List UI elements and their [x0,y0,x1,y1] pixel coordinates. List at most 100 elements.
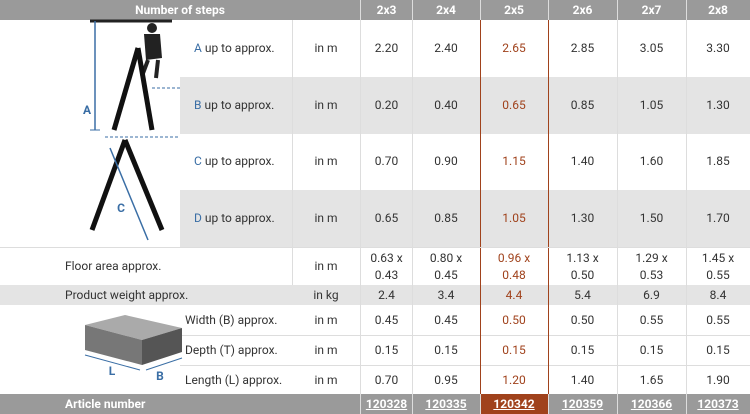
row-letter: A [194,41,202,55]
col-line [412,0,413,414]
value: 0.20 [374,98,399,112]
value: 1.85 [706,154,730,168]
unit: in m [314,98,338,112]
unit: in m [314,372,338,387]
highlight-line [480,20,481,394]
header-bar [0,0,750,20]
value: 3.05 [639,41,664,55]
value: 0.40 [434,98,458,112]
column-header: 2x8 [708,2,728,17]
value-line: 0.43 [374,268,399,282]
value: 1.29 x 0.53 [617,249,686,285]
value: 3.30 [706,41,730,55]
value: 0.70 [374,372,399,387]
value: 0.70 [374,154,399,168]
unit: in m [314,258,338,273]
ladder-label: C [117,201,125,215]
value: 0.85 [570,98,595,112]
value: 1.05 [639,98,664,112]
article-number[interactable]: 120335 [425,396,467,411]
box-illustration: L B [84,315,183,383]
header-title: Number of steps [135,2,225,17]
unit: in m [314,211,338,225]
value: 0.15 [706,342,730,357]
value: 0.85 [434,211,458,225]
value: 1.20 [502,372,526,387]
row-letter: C [194,154,202,168]
column-header: 2x3 [376,2,397,17]
article-number[interactable]: 120366 [630,396,673,411]
value-line: 0.80 x [429,251,463,265]
row-shade [180,77,750,134]
article-number[interactable]: 120359 [561,396,604,411]
highlight-line [548,20,549,394]
value: 4.4 [505,287,523,302]
row-label: Depth (T) approx. [185,342,278,357]
value: 0.15 [502,342,526,357]
value: 0.96 x 0.48 [480,249,548,285]
row-line [180,335,750,336]
unit: in m [314,154,338,168]
col-line [360,0,361,414]
value: 1.15 [502,154,526,168]
column-header: 2x6 [572,2,593,17]
unit: in m [314,41,338,55]
row-shade [180,190,750,247]
value: 0.50 [570,312,595,327]
row-text: up to approx. [204,98,275,112]
row-text: up to approx. [204,41,275,55]
value: 1.90 [706,372,730,387]
value: 1.70 [706,211,730,225]
article-number[interactable]: 120328 [365,396,408,411]
row-line [180,365,750,366]
value: 0.80 x 0.45 [412,249,480,285]
row-label: Floor area approx. [65,258,162,273]
unit: in kg [313,287,339,302]
value-line: 0.53 [639,268,664,282]
value: 0.15 [639,342,664,357]
column-header: 2x4 [436,2,456,17]
row-label: Article number [65,396,146,411]
row-letter: B [194,98,202,112]
value: 1.45 x 0.55 [686,249,750,285]
column-header: 2x7 [641,2,662,17]
value: 0.45 [374,312,399,327]
col-line [686,0,687,414]
article-number[interactable]: 120373 [697,396,739,411]
value: 0.55 [639,312,664,327]
value: 0.63 x 0.43 [361,249,412,285]
value: 2.20 [374,41,399,55]
value-line: 0.55 [706,268,730,282]
value: 2.4 [378,287,395,302]
value: 0.15 [570,342,595,357]
value: 1.13 x 0.50 [548,249,617,285]
value: 1.50 [639,211,664,225]
highlight-cell [480,394,548,414]
value: 1.05 [502,211,526,225]
box-label: L [109,364,116,378]
value-line: 1.29 x [635,251,668,265]
value: 1.40 [570,154,595,168]
value: 1.30 [706,98,730,112]
value: 1.60 [639,154,664,168]
value: 1.30 [570,211,595,225]
article-number[interactable]: 120342 [493,396,535,411]
value-line: 1.45 x [701,251,735,265]
value: 5.4 [574,287,591,302]
row-line [0,247,750,248]
value: 0.95 [434,372,458,387]
row-label: Length (L) approx. [185,372,283,387]
row-letter: D [194,211,202,225]
value-line: 1.13 x [566,251,599,265]
col-line [292,20,293,285]
value: 3.4 [437,287,455,302]
col-line [617,0,618,414]
row-text: up to approx. [204,154,275,168]
value-line: 0.63 x [370,251,403,265]
row-label: Width (B) approx. [185,312,278,327]
value: 0.45 [434,312,458,327]
